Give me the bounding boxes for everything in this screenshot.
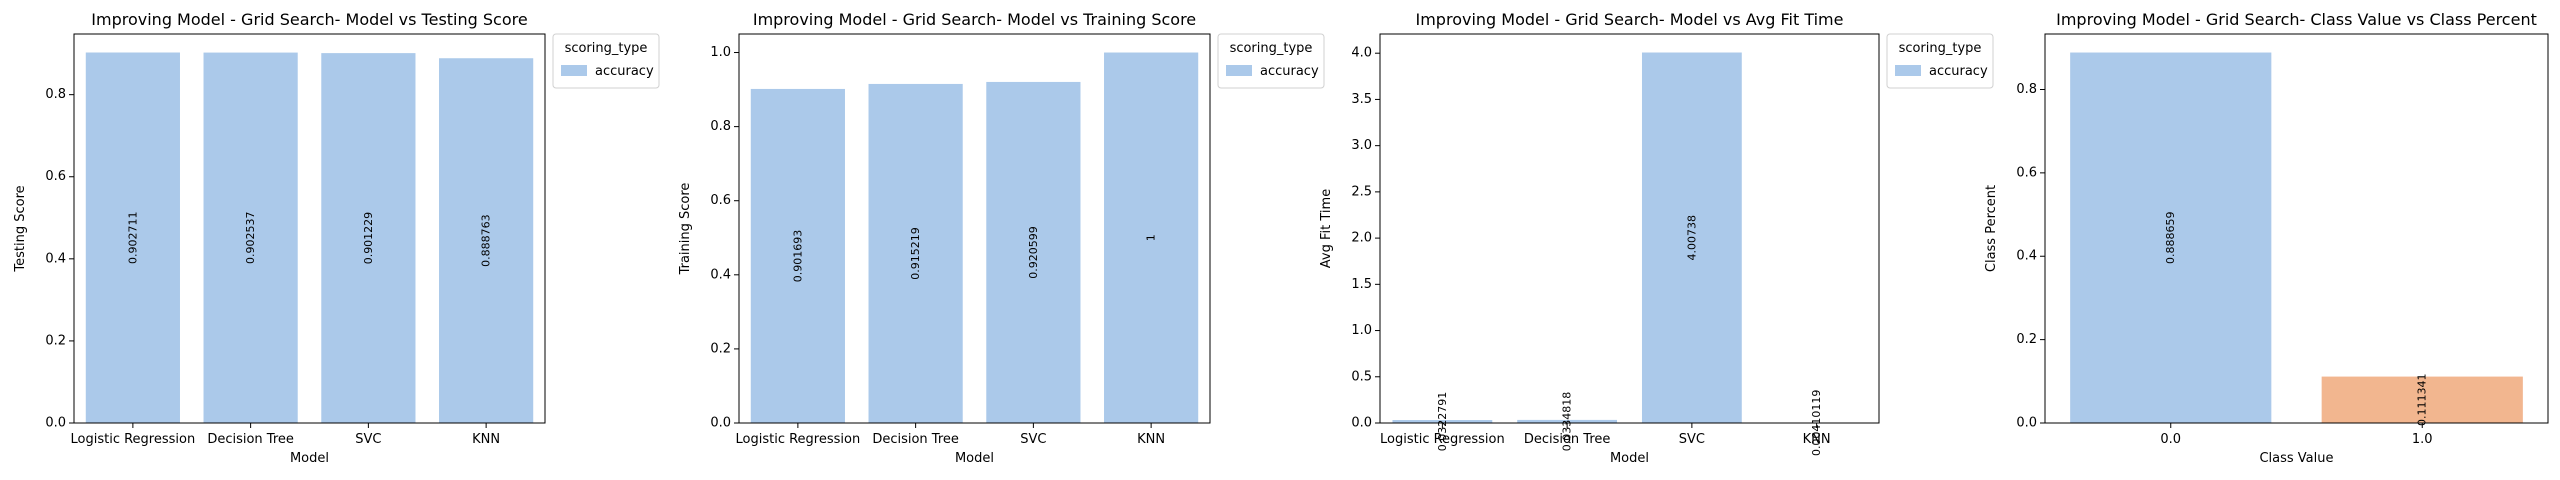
data-label: 0.902711: [126, 212, 139, 265]
data-label: 0.888763: [480, 214, 493, 267]
x-tick-label: SVC: [1679, 432, 1705, 447]
data-label: 0.915219: [909, 227, 922, 280]
axes-frame: [1379, 33, 1880, 424]
bar: [1104, 52, 1199, 424]
bar: [85, 52, 180, 423]
data-label: 0.111341: [2416, 374, 2429, 427]
legend-entry: accuracy: [1929, 64, 1988, 79]
chart-title: Improving Model - Grid Search- Class Val…: [2056, 10, 2537, 29]
data-label: 4.00738: [1685, 215, 1698, 261]
x-axis-label: Model: [290, 451, 329, 466]
x-axis-label: Model: [1610, 451, 1649, 466]
x-tick-label: KNN: [472, 432, 500, 447]
y-tick-label: 0.0: [1351, 416, 1372, 431]
chart-panel-4: 0.888659 0.111341 0.0 0.2 0.4 0.6 0.8 0.0 1.0 Cla…: [1984, 10, 2549, 466]
x-tick-label: 1.0: [2412, 432, 2433, 447]
x-tick-label: SVC: [1020, 432, 1046, 447]
data-label: 0.888659: [2164, 212, 2177, 264]
data-label: 1: [1145, 234, 1158, 241]
y-tick-label: 1.0: [710, 45, 731, 60]
y-tick-label: 1.5: [1351, 277, 1372, 292]
y-tick-label: 0.6: [45, 169, 66, 184]
y-tick-label: 3.5: [1351, 92, 1372, 107]
legend: scoring_type accuracy: [1217, 33, 1325, 89]
chart-panel-3: 0.0322791 0.03348184.007380.004101190.00.…: [1319, 10, 1994, 466]
data-label: 0.920599: [1027, 226, 1040, 279]
x-tick-label: Decision Tree: [872, 432, 959, 447]
legend-swatch: [1895, 65, 1921, 76]
axes-frame: [2044, 33, 2549, 424]
bar: [868, 83, 963, 423]
legend-entry: accuracy: [595, 64, 654, 79]
y-tick-label: 0.4: [710, 267, 731, 282]
chart-panel-1: 0.902711 0.902537 0.901229 0.888763 0.0 0.2 0.…: [13, 10, 660, 466]
legend-title: scoring_type: [1899, 41, 1982, 56]
y-tick-label: 0.8: [710, 119, 731, 134]
y-tick-label: 0.4: [45, 251, 66, 266]
bar: [750, 88, 845, 423]
legend-title: scoring_type: [565, 41, 648, 56]
bar: [203, 52, 298, 423]
chart-title: Improving Model - Grid Search- Model vs …: [753, 10, 1196, 29]
bar: [439, 58, 534, 423]
legend: scoring_type accuracy: [1886, 33, 1994, 89]
x-axis-label: Class Value: [2259, 451, 2333, 466]
data-label: 0.0334818: [1561, 392, 1574, 452]
x-axis-label: Model: [955, 451, 994, 466]
chart-panel-2: 0.901693 0.915219 0.920599 1 0.0 0.2 0.4 0.6 0.8…: [678, 10, 1325, 466]
y-tick-label: 0.0: [2016, 416, 2037, 431]
x-tick-label: KNN: [1137, 432, 1165, 447]
y-tick-label: 4.0: [1351, 46, 1372, 61]
y-tick-label: 2.5: [1351, 184, 1372, 199]
x-tick-label: SVC: [355, 432, 381, 447]
y-tick-label: 0.8: [2016, 82, 2037, 97]
bar: [1517, 419, 1618, 423]
y-tick-label: 0.6: [710, 193, 731, 208]
axes-frame: [738, 33, 1211, 424]
y-axis-label: Avg Fit Time: [1319, 189, 1334, 268]
bar: [1641, 52, 1742, 423]
x-tick-label: KNN: [1803, 432, 1831, 447]
x-tick-label: Logistic Regression: [71, 432, 196, 447]
bar: [2070, 52, 2272, 423]
y-tick-label: 0.2: [2016, 332, 2037, 347]
legend-entry: accuracy: [1260, 64, 1319, 79]
chart-title: Improving Model - Grid Search- Model vs …: [91, 10, 527, 29]
x-tick-label: Logistic Regression: [1380, 432, 1505, 447]
legend-title: scoring_type: [1230, 41, 1313, 56]
data-label: 0.901229: [362, 212, 375, 265]
y-axis-label: Testing Score: [13, 185, 28, 272]
y-tick-label: 0.2: [710, 341, 731, 356]
bar: [321, 53, 416, 423]
chart-title: Improving Model - Grid Search- Model vs …: [1416, 10, 1844, 29]
y-tick-label: 2.0: [1351, 231, 1372, 246]
y-tick-label: 0.4: [2016, 249, 2037, 264]
axes-frame: [73, 33, 546, 424]
bar: [986, 81, 1081, 423]
legend-swatch: [1226, 65, 1252, 76]
y-tick-label: 0.5: [1351, 369, 1372, 384]
x-tick-label: Logistic Regression: [736, 432, 861, 447]
y-axis-label: Class Percent: [1984, 185, 1999, 272]
data-label: 0.901693: [791, 230, 804, 283]
y-axis-label: Training Score: [678, 183, 693, 276]
y-tick-label: 0.6: [2016, 165, 2037, 180]
y-tick-label: 0.2: [45, 333, 66, 348]
y-tick-label: 0.0: [710, 416, 731, 431]
x-tick-label: 0.0: [2160, 432, 2181, 447]
legend: scoring_type accuracy: [552, 33, 660, 89]
x-tick-label: Decision Tree: [1524, 432, 1611, 447]
bar: [1392, 420, 1493, 423]
y-tick-label: 0.8: [45, 87, 66, 102]
data-label: 0.902537: [244, 212, 257, 265]
x-tick-label: Decision Tree: [207, 432, 294, 447]
bar: [2321, 376, 2523, 423]
data-label: 0.0322791: [1436, 392, 1449, 452]
y-tick-label: 3.0: [1351, 138, 1372, 153]
legend-swatch: [561, 65, 587, 76]
y-tick-label: 1.0: [1351, 323, 1372, 338]
y-tick-label: 0.0: [45, 416, 66, 431]
